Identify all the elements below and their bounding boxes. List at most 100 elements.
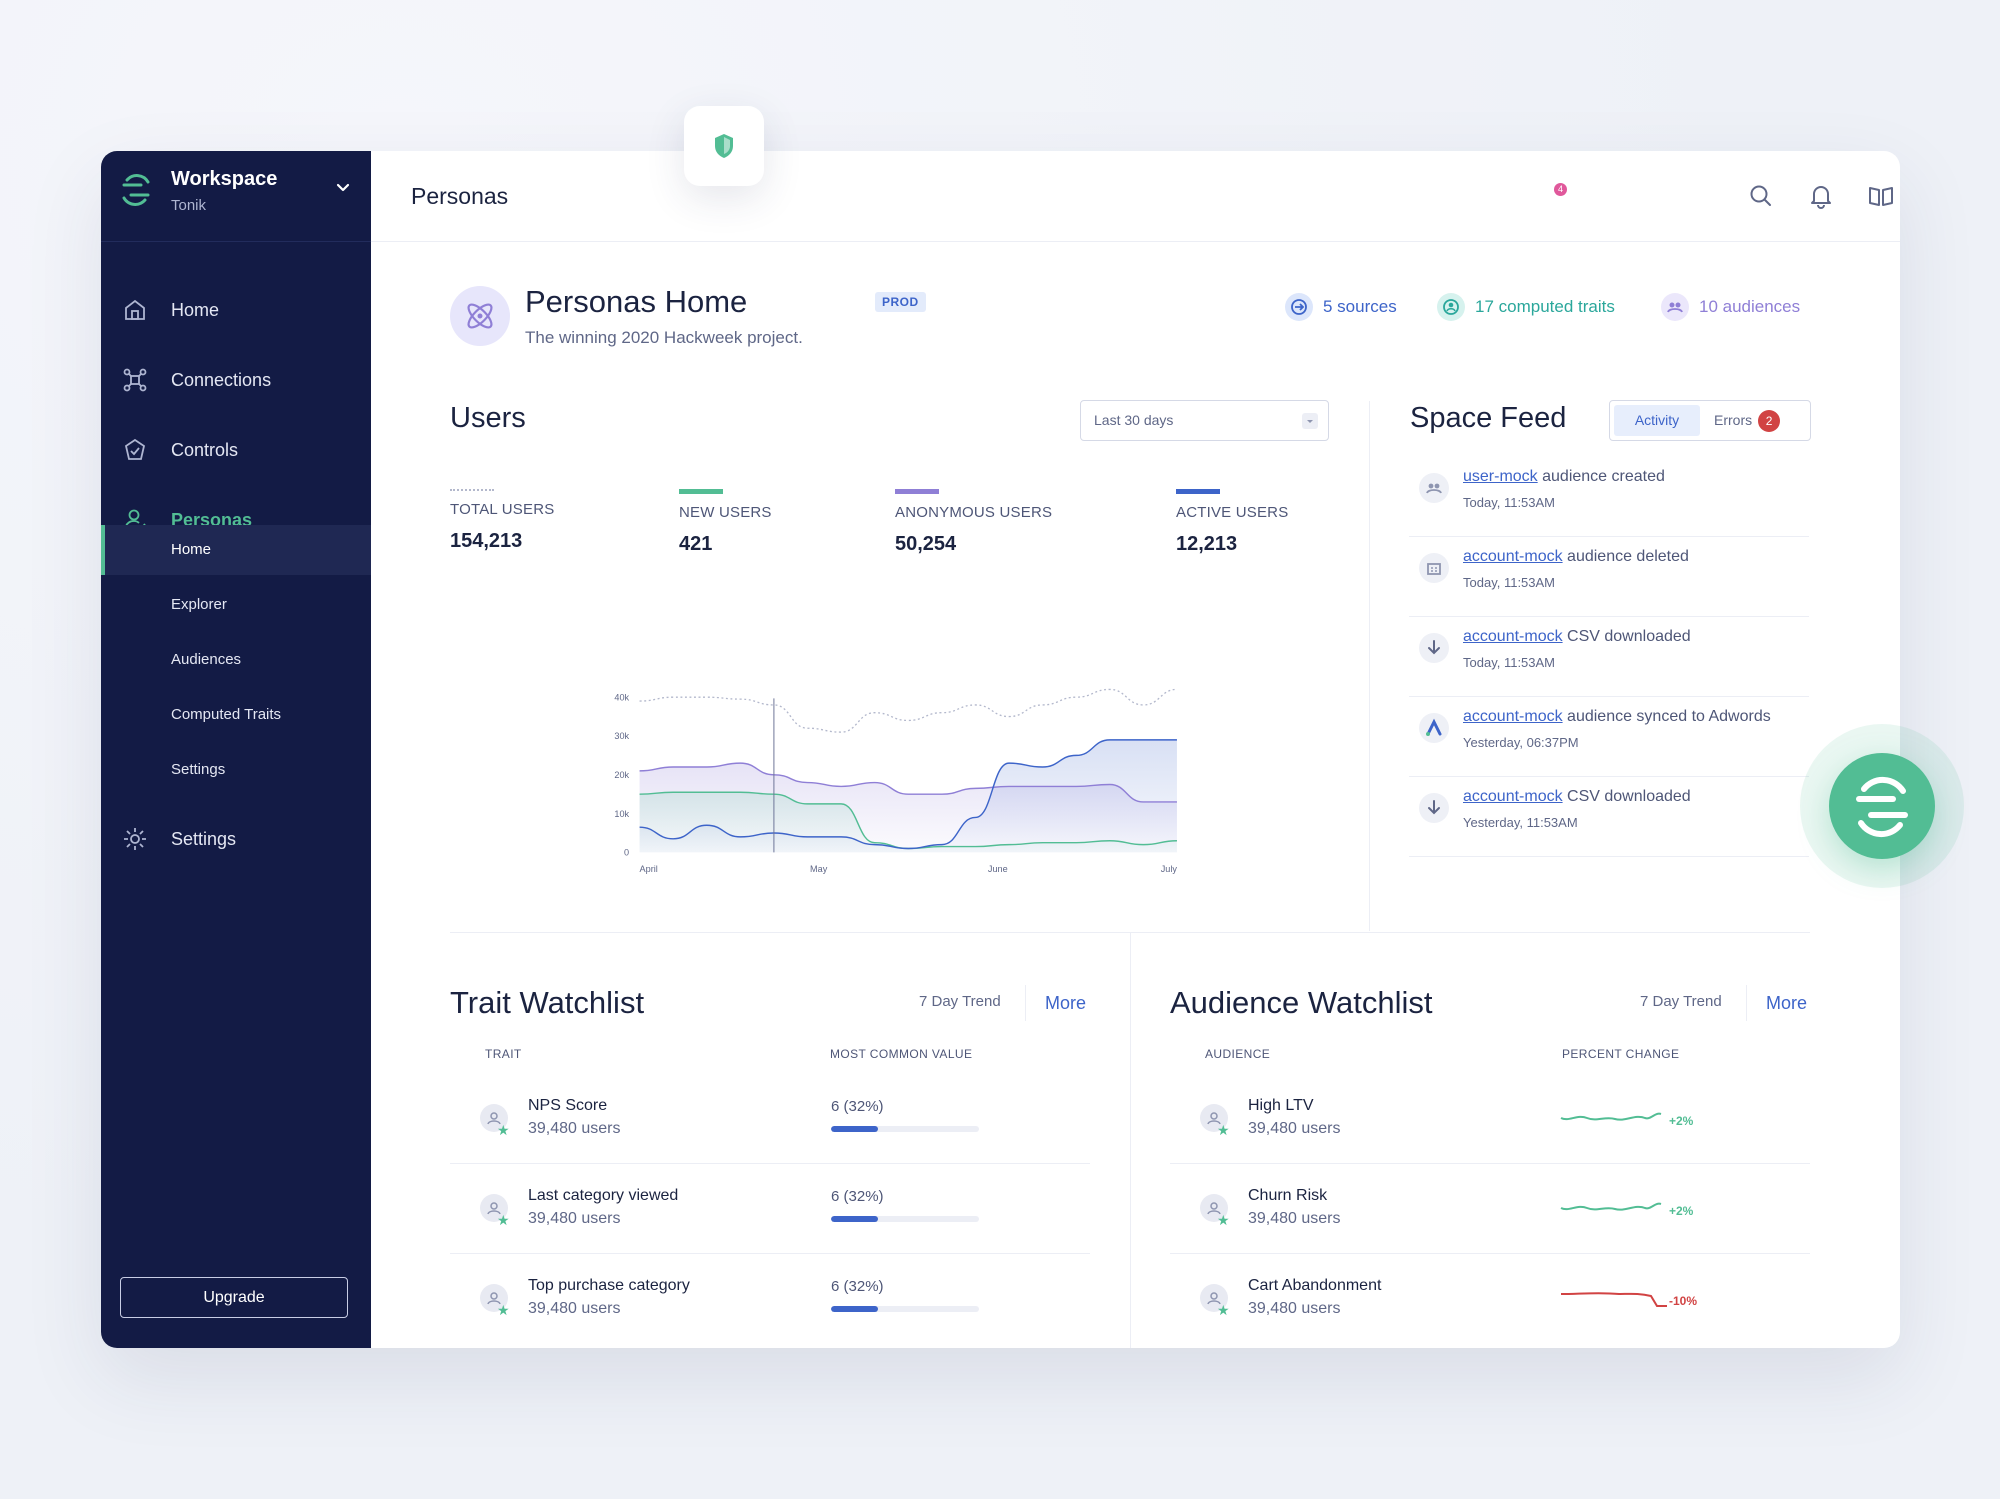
feed-item-link[interactable]: account-mock bbox=[1463, 708, 1563, 725]
sidebar-item-settings[interactable]: Settings bbox=[101, 814, 371, 864]
subnav-item-home[interactable]: Home bbox=[101, 525, 371, 575]
y-tick-label: 40k bbox=[614, 692, 629, 702]
percent-change-label: -10% bbox=[1669, 1294, 1697, 1308]
subnav-item-computed-traits[interactable]: Computed Traits bbox=[101, 690, 371, 740]
metric-anonymous-users: ANONYMOUS USERS 50,254 bbox=[895, 489, 1052, 556]
trait-row[interactable]: ★ Last category viewed 39,480 users 6 (32%) bbox=[450, 1164, 1090, 1254]
series-swatch bbox=[895, 489, 939, 494]
feed-item-link[interactable]: account-mock bbox=[1463, 628, 1563, 645]
computed-traits-label: 17 computed traits bbox=[1475, 297, 1615, 316]
sparkline-path bbox=[1560, 1292, 1667, 1307]
sources-icon bbox=[1285, 293, 1313, 321]
audience-person-icon bbox=[1200, 1104, 1228, 1132]
feed-item-text: account-mock CSV downloaded bbox=[1463, 788, 1691, 806]
topbar: Personas bbox=[371, 151, 1900, 242]
computed-traits-icon bbox=[1437, 293, 1465, 321]
subnav-item-label: Computed Traits bbox=[171, 706, 282, 723]
subnav-item-label: Settings bbox=[171, 761, 226, 778]
sidebar-item-controls[interactable]: Controls bbox=[101, 425, 371, 475]
notification-badge: 4 bbox=[1554, 183, 1567, 196]
trait-most-common-value: 6 (32%) bbox=[831, 1278, 884, 1295]
audience-watchlist-title: Audience Watchlist bbox=[1170, 985, 1433, 1020]
workspace-switcher[interactable]: Workspace Tonik bbox=[101, 151, 371, 242]
trait-row[interactable]: ★ NPS Score 39,480 users 6 (32%) bbox=[450, 1074, 1090, 1164]
divider bbox=[1025, 985, 1026, 1021]
adwords-icon bbox=[1419, 713, 1449, 743]
bell-icon[interactable] bbox=[1806, 181, 1836, 211]
personas-home-avatar bbox=[450, 286, 510, 346]
tab-errors[interactable]: Errors 2 bbox=[1714, 405, 1781, 436]
metric-value: 50,254 bbox=[895, 533, 957, 555]
column-header-percent-change: PERCENT CHANGE bbox=[1562, 1047, 1680, 1061]
metric-active-users: ACTIVE USERS 12,213 bbox=[1176, 489, 1288, 556]
audience-more-link[interactable]: More bbox=[1766, 993, 1808, 1013]
series-line-total-users bbox=[639, 688, 1177, 733]
trait-value-bar bbox=[831, 1216, 979, 1222]
sidebar-item-label: Connections bbox=[171, 369, 272, 390]
section-divider bbox=[450, 932, 1810, 933]
trait-name: NPS Score bbox=[528, 1097, 608, 1114]
tab-activity[interactable]: Activity bbox=[1614, 405, 1700, 436]
computed-traits-link[interactable]: 17 computed traits bbox=[1437, 293, 1615, 321]
trait-name: Last category viewed bbox=[528, 1187, 679, 1204]
workspace-name: Workspace bbox=[171, 168, 278, 190]
trait-value-bar-fill bbox=[831, 1126, 879, 1132]
sidebar: Workspace Tonik Home Connections Control… bbox=[101, 151, 371, 1348]
feed-tabs: Activity Errors 2 bbox=[1609, 400, 1811, 441]
audience-trend-label: 7 Day Trend bbox=[1640, 993, 1722, 1010]
trait-most-common-value: 6 (32%) bbox=[831, 1098, 884, 1115]
subnav-item-explorer[interactable]: Explorer bbox=[101, 580, 371, 630]
controls-icon bbox=[124, 438, 146, 460]
feed-item-text: account-mock audience synced to Adwords bbox=[1463, 708, 1771, 726]
star-icon: ★ bbox=[497, 1302, 510, 1318]
tab-errors-label: Errors bbox=[1714, 412, 1753, 428]
trend-sparkline: -10% bbox=[1560, 1292, 1697, 1308]
audience-row[interactable]: ★ High LTV 39,480 users +2% bbox=[1170, 1074, 1810, 1164]
environment-badge: PROD bbox=[875, 292, 926, 312]
feed-item-link[interactable]: account-mock bbox=[1463, 788, 1563, 805]
sidebar-item-home[interactable]: Home bbox=[101, 285, 371, 335]
feed-item-link[interactable]: account-mock bbox=[1463, 548, 1563, 565]
floating-segment-logo bbox=[1800, 724, 1964, 888]
home-icon bbox=[125, 299, 145, 320]
sidebar-item-connections[interactable]: Connections bbox=[101, 355, 371, 405]
subnav-item-audiences[interactable]: Audiences bbox=[101, 635, 371, 685]
audience-person-icon bbox=[1200, 1194, 1228, 1222]
x-tick-label: April bbox=[640, 864, 658, 874]
x-tick-label: May bbox=[810, 864, 828, 874]
audience-row[interactable]: ★ Churn Risk 39,480 users +2% bbox=[1170, 1164, 1810, 1254]
audience-person-icon bbox=[1200, 1284, 1228, 1312]
workspace-user: Tonik bbox=[171, 197, 207, 214]
trait-row[interactable]: ★ Top purchase category 39,480 users 6 (32%… bbox=[450, 1254, 1090, 1344]
audience-row[interactable]: ★ Cart Abandonment 39,480 users -10% bbox=[1170, 1254, 1810, 1344]
star-icon: ★ bbox=[497, 1122, 510, 1138]
metric-label: TOTAL USERS bbox=[450, 501, 555, 518]
trait-watchlist-title: Trait Watchlist bbox=[450, 985, 645, 1020]
subnav-item-label: Explorer bbox=[171, 596, 227, 613]
connections-icon bbox=[123, 368, 147, 392]
metric-label: ANONYMOUS USERS bbox=[895, 504, 1053, 521]
sources-link[interactable]: 5 sources bbox=[1285, 293, 1397, 321]
feed-item-text: account-mock audience deleted bbox=[1463, 548, 1689, 566]
trait-value-bar bbox=[831, 1306, 979, 1312]
users-title: Users bbox=[450, 402, 526, 434]
series-area bbox=[639, 739, 1177, 853]
upgrade-button[interactable]: Upgrade bbox=[120, 1277, 348, 1318]
book-icon[interactable] bbox=[1866, 181, 1896, 211]
feed-item-time: Today, 11:53AM bbox=[1463, 575, 1556, 590]
date-range-select[interactable]: Last 30 days bbox=[1080, 400, 1329, 441]
metric-value: 154,213 bbox=[450, 530, 523, 552]
segment-logo-badge bbox=[1829, 753, 1935, 859]
trait-most-common-value: 6 (32%) bbox=[831, 1188, 884, 1205]
feed-item: account-mock audience deleted Today, 11:5… bbox=[1409, 537, 1809, 617]
gear-icon bbox=[124, 828, 146, 850]
subnav-item-settings[interactable]: Settings bbox=[101, 745, 371, 795]
star-icon: ★ bbox=[1217, 1122, 1230, 1138]
trait-more-link[interactable]: More bbox=[1045, 993, 1087, 1013]
search-icon[interactable] bbox=[1746, 181, 1776, 211]
audience-name: High LTV bbox=[1248, 1097, 1314, 1114]
metric-value: 421 bbox=[679, 533, 713, 555]
feed-item-link[interactable]: user-mock bbox=[1463, 468, 1538, 485]
audiences-link[interactable]: 10 audiences bbox=[1661, 293, 1800, 321]
trait-users: 39,480 users bbox=[528, 1120, 621, 1137]
